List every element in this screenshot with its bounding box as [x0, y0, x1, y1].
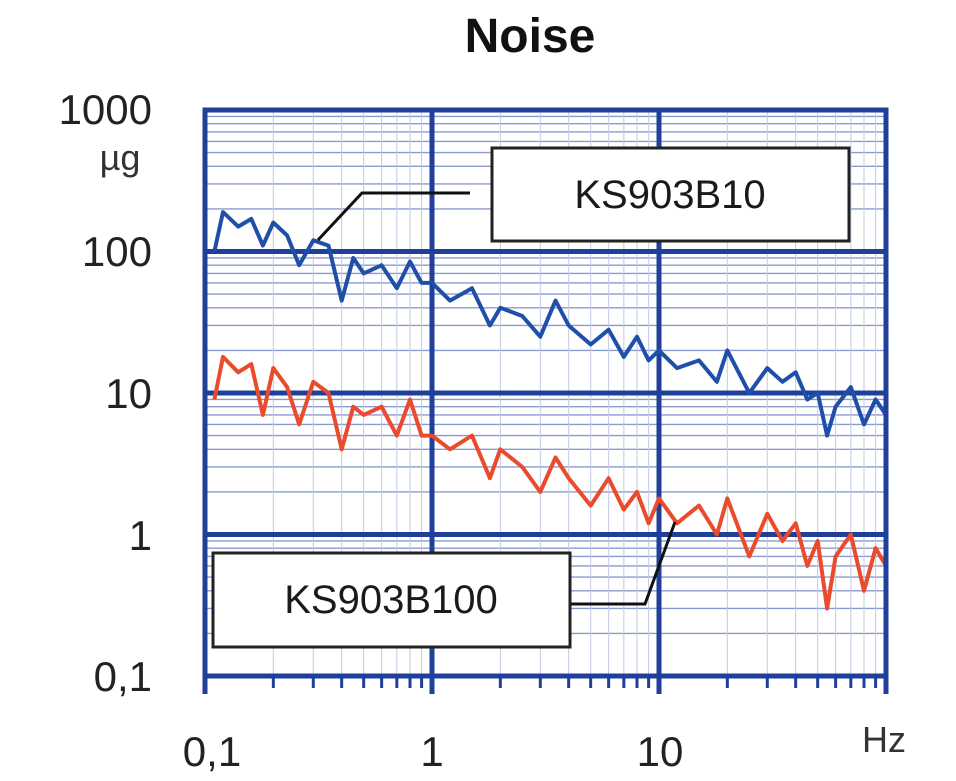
y-tick-label-1: 1 — [129, 512, 152, 559]
noise-chart: Noise 0,1 1 10 100 1000 µg 0,1 1 10 Hz K… — [0, 0, 956, 781]
y-axis-unit: µg — [100, 137, 141, 178]
y-tick-label-100: 100 — [82, 228, 152, 275]
annotation-label-ks903b100: KS903B100 — [284, 578, 498, 622]
chart-title: Noise — [465, 10, 596, 63]
y-tick-label-1000: 1000 — [59, 86, 152, 133]
y-tick-label-10: 10 — [105, 370, 152, 417]
annotation-label-ks903b10: KS903B10 — [574, 173, 765, 217]
y-tick-label-0-1: 0,1 — [94, 653, 152, 700]
x-axis-unit: Hz — [862, 719, 906, 760]
x-tick-label-1: 1 — [420, 728, 443, 775]
x-tick-label-10: 10 — [637, 728, 684, 775]
x-tick-label-0-1: 0,1 — [183, 728, 241, 775]
